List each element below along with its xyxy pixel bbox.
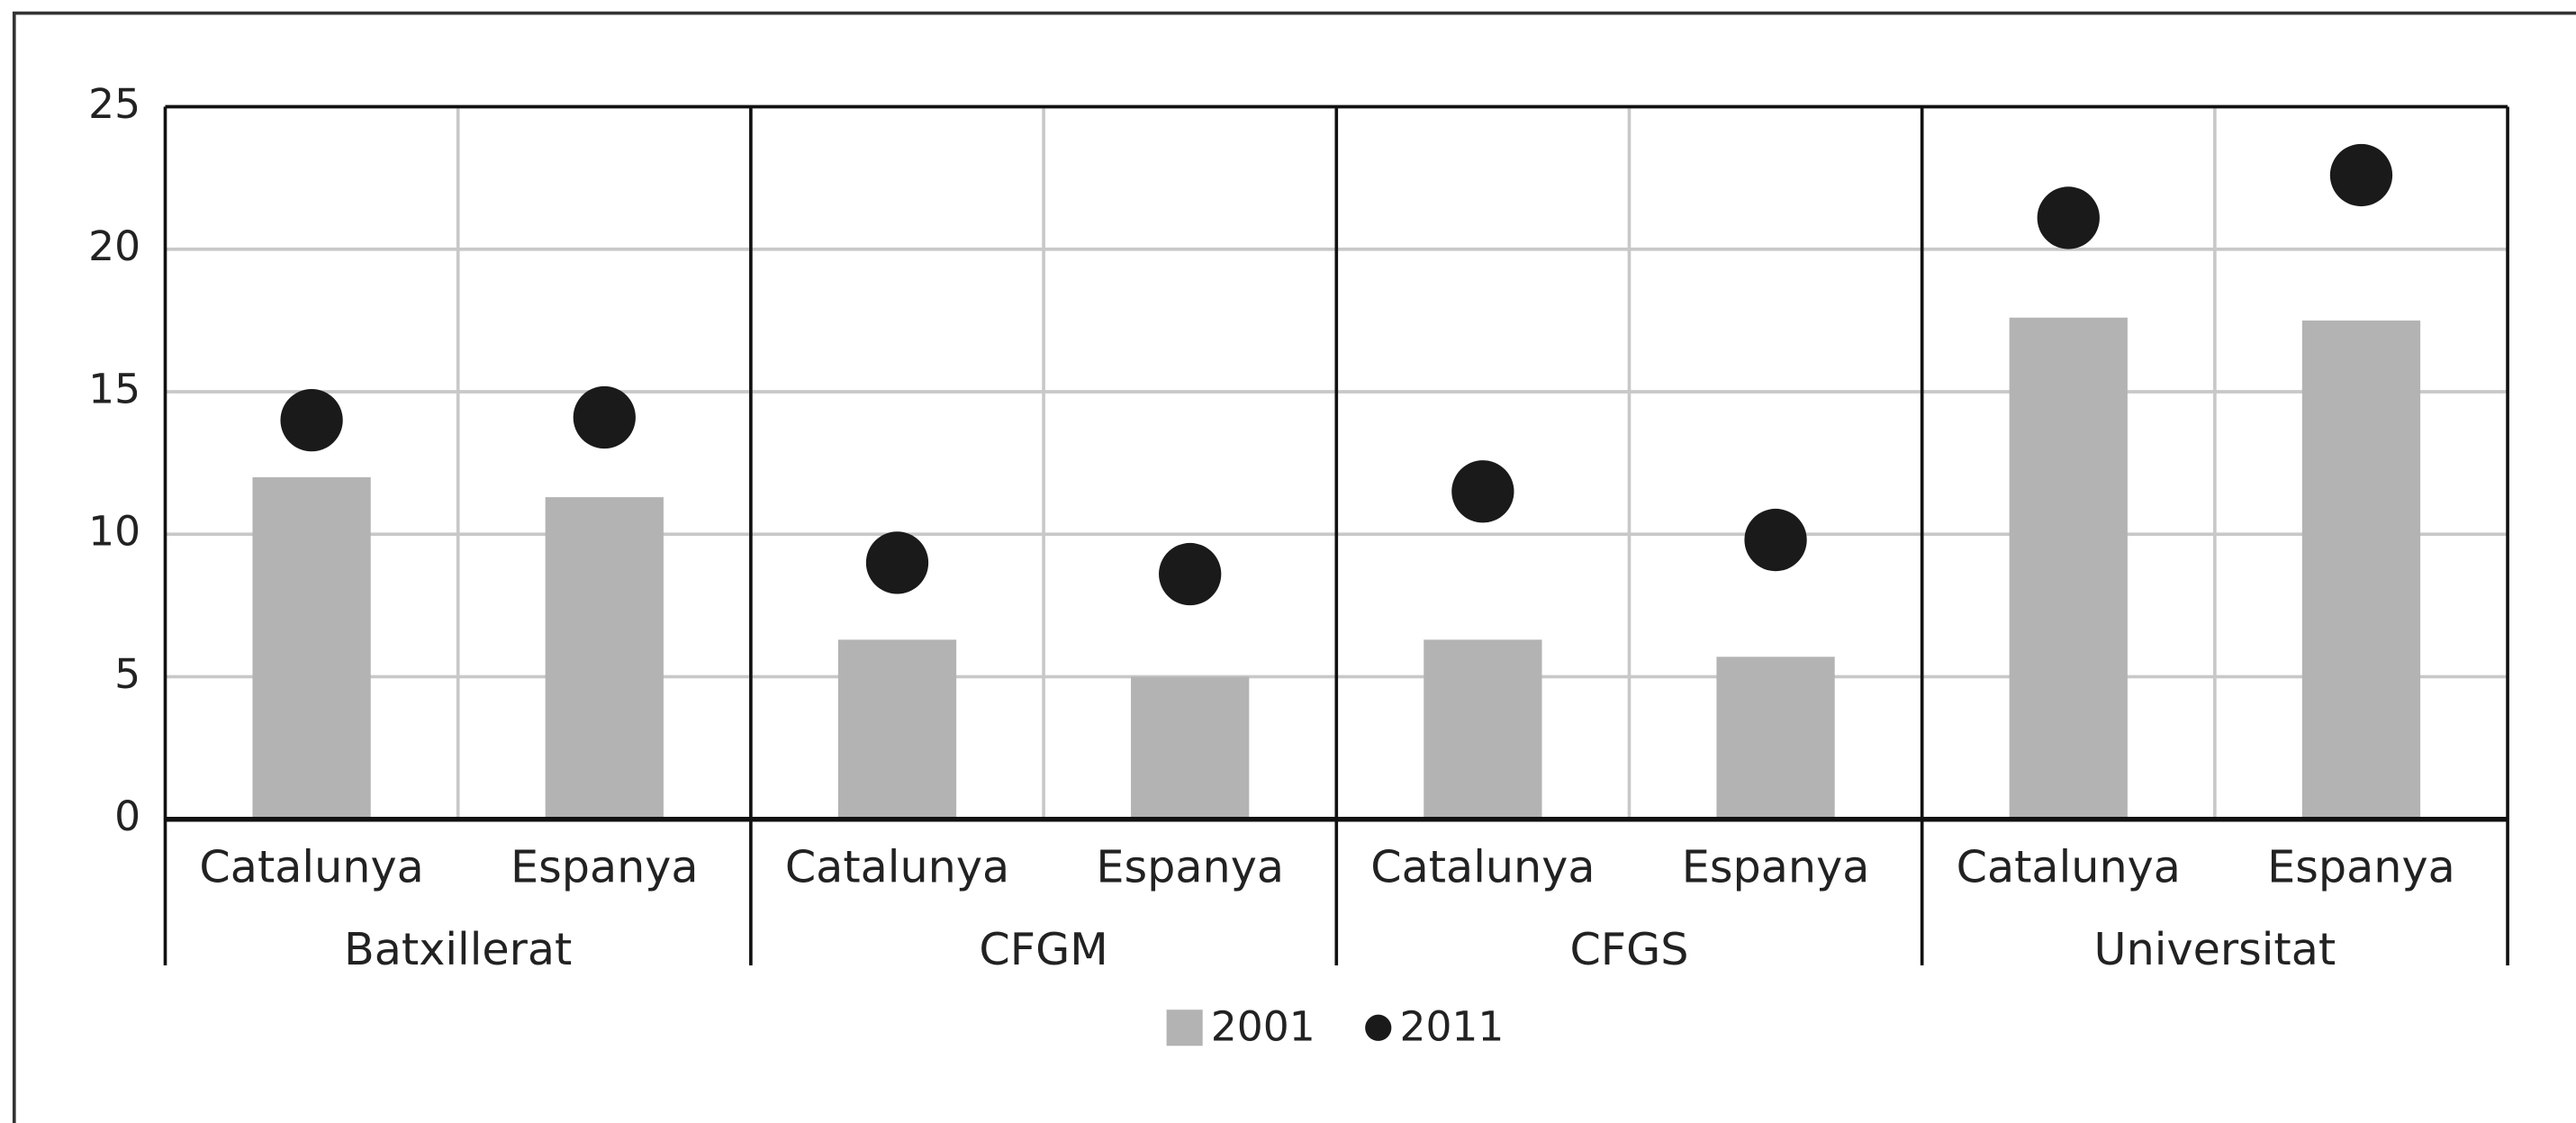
legend-label: 2001 — [1211, 1003, 1315, 1051]
bar — [252, 476, 371, 820]
x-tick-label: Catalunya — [1370, 841, 1595, 893]
dot — [1744, 508, 1807, 572]
group-label: CFGS — [1569, 923, 1688, 975]
legend-swatch — [1365, 1014, 1392, 1041]
x-tick-label: Espanya — [1682, 841, 1870, 893]
dot — [280, 389, 343, 452]
x-tick-label: Espanya — [511, 841, 699, 893]
legend-swatch — [1166, 1010, 1203, 1046]
x-tick-label: Catalunya — [1957, 841, 2181, 893]
y-tick-label: 0 — [114, 792, 140, 840]
bar — [1131, 676, 1250, 820]
group-label: CFGM — [979, 923, 1107, 975]
dot — [2037, 186, 2100, 249]
dot — [865, 531, 929, 594]
bar — [837, 639, 957, 820]
bar — [2301, 320, 2421, 820]
x-tick-label: Catalunya — [199, 841, 423, 893]
y-tick-label: 15 — [88, 365, 140, 412]
bar — [2009, 317, 2128, 820]
x-tick-label: Espanya — [1096, 841, 1284, 893]
x-tick-label: Catalunya — [785, 841, 1009, 893]
x-tick-label: Espanya — [2267, 841, 2455, 893]
group-label: Batxillerat — [344, 923, 572, 975]
y-tick-label: 25 — [88, 80, 140, 128]
bar — [545, 497, 664, 820]
bar — [1716, 657, 1835, 820]
dot — [1159, 542, 1222, 606]
group-label: Universitat — [2094, 923, 2336, 975]
dot — [2329, 143, 2393, 207]
y-tick-label: 10 — [88, 508, 140, 556]
frame — [12, 11, 2576, 1123]
y-tick-label: 5 — [114, 650, 140, 698]
bar — [1424, 639, 1542, 820]
y-tick-label: 20 — [88, 222, 140, 270]
dot — [573, 385, 636, 449]
legend-label: 2011 — [1399, 1003, 1504, 1051]
dot — [1451, 460, 1514, 523]
